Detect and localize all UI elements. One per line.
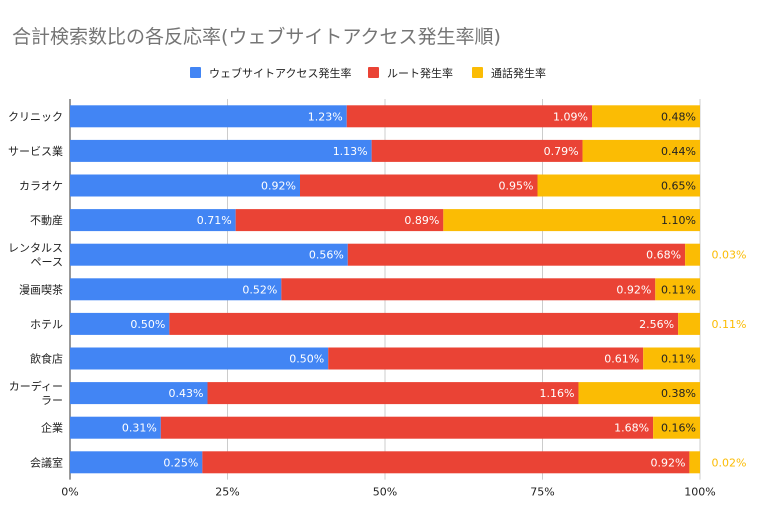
data-label: 1.23% [308, 110, 343, 123]
legend-item-web: ウェブサイトアクセス発生率 [190, 66, 351, 82]
bar-segment [371, 139, 583, 162]
data-label: 1.16% [540, 387, 575, 400]
data-label: 1.09% [553, 110, 588, 123]
data-label: 0.61% [604, 353, 639, 366]
category-label: ペース [31, 256, 63, 269]
bar-segment [592, 105, 700, 128]
bar-segment [347, 243, 686, 266]
category-label: ホテル [30, 318, 63, 331]
bar-segment [678, 312, 700, 335]
data-label: 0.50% [289, 353, 324, 366]
category-label: 漫画喫茶 [19, 282, 63, 296]
x-tick-label: 75% [530, 486, 554, 499]
data-label: 0.50% [130, 318, 165, 331]
bar-segment [235, 209, 444, 232]
bar-segment [70, 278, 282, 301]
data-label: 0.02% [712, 456, 747, 469]
data-label: 0.92% [650, 456, 685, 469]
category-label: クリニック [8, 110, 63, 123]
bar-segment [689, 451, 700, 474]
legend-swatch-route [368, 67, 379, 78]
category-label: ラー [41, 394, 63, 407]
bar-segment [443, 209, 700, 232]
category-label: カーディー [9, 379, 63, 393]
x-tick-label: 50% [373, 486, 397, 499]
bar-segment [70, 347, 329, 370]
bar-segment [70, 416, 161, 439]
data-label: 0.71% [197, 214, 232, 227]
data-label: 0.25% [163, 456, 198, 469]
bar-segment [328, 347, 644, 370]
bar-segment [655, 278, 700, 301]
bar-segment [160, 416, 654, 439]
data-label: 0.65% [661, 180, 696, 193]
legend: ウェブサイトアクセス発生率 ルート発生率 通話発生率 [0, 66, 757, 82]
bar-segment [653, 416, 700, 439]
data-label: 0.56% [309, 249, 344, 262]
bar-segment [70, 209, 236, 232]
category-label: 飲食店 [30, 352, 63, 366]
data-label: 0.92% [616, 283, 651, 296]
bar-segment [70, 105, 347, 128]
bar-segment [70, 243, 348, 266]
data-label: 1.13% [333, 145, 368, 158]
data-label: 0.79% [544, 145, 579, 158]
bar-segment [643, 347, 700, 370]
data-label: 0.31% [122, 422, 157, 435]
data-label: 0.11% [661, 353, 696, 366]
category-label: 会議室 [30, 455, 63, 469]
legend-label-call: 通話発生率 [491, 67, 546, 80]
data-label: 0.11% [712, 318, 747, 331]
category-label: サービス業 [8, 145, 63, 158]
bar-segment [281, 278, 656, 301]
bar-segment [300, 174, 538, 197]
bar-segment [685, 243, 700, 266]
bar-segment [346, 105, 592, 128]
bar-segment [582, 139, 700, 162]
data-label: 0.52% [242, 283, 277, 296]
category-label: 不動産 [30, 213, 63, 227]
data-label: 0.43% [169, 387, 204, 400]
bar-segment [70, 139, 372, 162]
bar-segment [70, 174, 300, 197]
legend-swatch-web [190, 67, 201, 78]
legend-label-web: ウェブサイトアクセス発生率 [209, 67, 352, 80]
data-label: 0.16% [661, 422, 696, 435]
data-label: 0.89% [404, 214, 439, 227]
bar-segment [70, 451, 203, 474]
data-label: 1.10% [661, 214, 696, 227]
bar-segment [70, 312, 170, 335]
x-tick-label: 25% [215, 486, 239, 499]
data-label: 0.48% [661, 110, 696, 123]
data-label: 2.56% [639, 318, 674, 331]
legend-item-call: 通話発生率 [472, 66, 546, 82]
data-label: 0.38% [661, 387, 696, 400]
data-label: 0.44% [661, 145, 696, 158]
x-tick-label: 0% [61, 486, 78, 499]
data-label: 0.95% [499, 180, 534, 193]
bar-segment [169, 312, 679, 335]
data-label: 0.03% [712, 249, 747, 262]
legend-item-route: ルート発生率 [368, 66, 453, 82]
data-label: 0.11% [661, 283, 696, 296]
chart-title: 合計検索数比の各反応率(ウェブサイトアクセス発生率順) [12, 26, 501, 48]
bar-segment [207, 382, 579, 405]
category-label: レンタルス [8, 242, 63, 255]
bar-segment [70, 382, 208, 405]
legend-swatch-call [472, 67, 483, 78]
legend-label-route: ルート発生率 [387, 67, 453, 80]
category-label: カラオケ [19, 180, 63, 193]
bar-segment [537, 174, 700, 197]
data-label: 0.68% [646, 249, 681, 262]
data-label: 1.68% [614, 422, 649, 435]
data-label: 0.92% [261, 180, 296, 193]
category-label: 企業 [41, 421, 63, 435]
bar-segment [578, 382, 700, 405]
x-tick-label: 100% [684, 486, 715, 499]
bar-segment [202, 451, 690, 474]
